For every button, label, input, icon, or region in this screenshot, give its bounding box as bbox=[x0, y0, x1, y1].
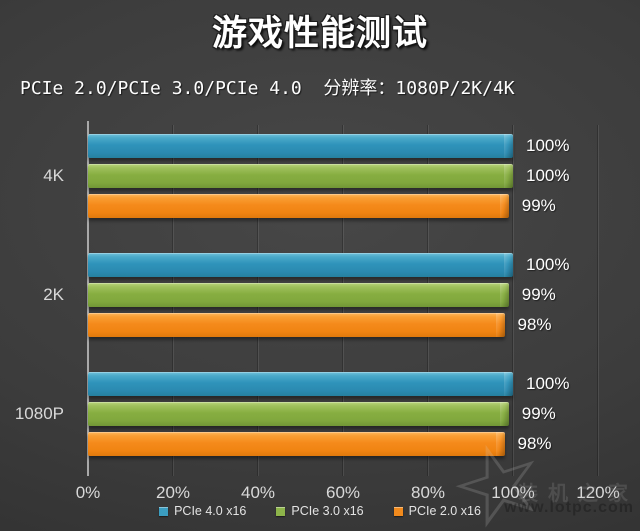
x-tick-80%: 80% bbox=[410, 483, 446, 502]
x-tick-40%: 40% bbox=[240, 483, 276, 502]
bar-pcie-2-0-x16-1080p bbox=[88, 432, 505, 456]
legend-item-pcie-4-0-x16: PCIe 4.0 x16 bbox=[159, 504, 246, 518]
bar-row-pcie-3-0-x16-4k: 100% bbox=[88, 164, 598, 188]
x-tick-20%: 20% bbox=[155, 483, 191, 502]
value-label-pcie-4-0-x16-4k: 100% bbox=[526, 136, 570, 155]
category-label-1080p: 1080P bbox=[14, 404, 64, 423]
legend-label-pcie-4-0-x16: PCIe 4.0 x16 bbox=[174, 504, 247, 518]
plot-area: 4K 100% 100% 99% 2K 100% 99% 98% 1080P 100% 99% 98% bbox=[15, 121, 599, 476]
bar-pcie-2-0-x16-4k bbox=[88, 194, 509, 218]
bar-row-pcie-2-0-x16-2k: 98% bbox=[88, 313, 598, 337]
value-label-pcie-3-0-x16-2k: 99% bbox=[521, 285, 556, 304]
legend-swatch-icon-pcie-4-0-x16 bbox=[159, 506, 169, 516]
bar-group-2k: 2K 100% 99% 98% bbox=[43, 253, 598, 337]
bar-row-pcie-2-0-x16-1080p: 98% bbox=[88, 432, 598, 456]
bar-row-pcie-4-0-x16-1080p: 100% bbox=[88, 372, 598, 396]
value-label-pcie-2-0-x16-4k: 99% bbox=[521, 196, 556, 215]
bar-row-pcie-3-0-x16-1080p: 99% bbox=[88, 402, 598, 426]
x-tick-100%: 100% bbox=[491, 483, 535, 502]
legend-swatch-icon-pcie-3-0-x16 bbox=[276, 506, 286, 516]
gridline-120% bbox=[598, 125, 599, 476]
bar-group-4k: 4K 100% 100% 99% bbox=[43, 134, 598, 218]
bar-pcie-4-0-x16-1080p bbox=[88, 372, 513, 396]
value-label-pcie-2-0-x16-2k: 98% bbox=[517, 315, 552, 334]
value-label-pcie-4-0-x16-1080p: 100% bbox=[526, 374, 570, 393]
bar-pcie-3-0-x16-1080p bbox=[88, 402, 509, 426]
bar-row-pcie-3-0-x16-2k: 99% bbox=[88, 283, 598, 307]
chart-subtitle: PCIe 2.0/PCIe 3.0/PCIe 4.0 分辨率：1080P/2K/… bbox=[20, 78, 515, 99]
legend-label-pcie-3-0-x16: PCIe 3.0 x16 bbox=[291, 504, 364, 518]
bar-row-pcie-2-0-x16-4k: 99% bbox=[88, 194, 598, 218]
bar-pcie-4-0-x16-2k bbox=[88, 253, 513, 277]
x-axis-labels: 0% 20% 40% 60% 80% 100% 120% bbox=[0, 483, 640, 503]
legend-label-pcie-2-0-x16: PCIe 2.0 x16 bbox=[408, 504, 481, 518]
category-label-2k: 2K bbox=[43, 285, 64, 304]
bar-groups: 4K 100% 100% 99% 2K 100% 99% 98% 1080P 100% 99% 98% bbox=[15, 125, 598, 465]
value-label-pcie-3-0-x16-1080p: 99% bbox=[521, 404, 556, 423]
bar-group-1080p: 1080P 100% 99% 98% bbox=[15, 372, 598, 456]
legend-item-pcie-2-0-x16: PCIe 2.0 x16 bbox=[393, 504, 481, 518]
gridline-100% bbox=[513, 125, 514, 476]
x-tick-0%: 0% bbox=[75, 483, 101, 502]
bar-row-pcie-4-0-x16-4k: 100% bbox=[88, 134, 598, 158]
bar-pcie-2-0-x16-2k bbox=[88, 313, 505, 337]
bar-pcie-4-0-x16-4k bbox=[88, 134, 513, 158]
value-label-pcie-3-0-x16-4k: 100% bbox=[526, 166, 570, 185]
legend-swatch-icon-pcie-2-0-x16 bbox=[393, 506, 403, 516]
x-tick-120%: 120% bbox=[576, 483, 620, 502]
bar-row-pcie-4-0-x16-2k: 100% bbox=[88, 253, 598, 277]
legend: PCIe 4.0 x16 PCIe 3.0 x16 PCIe 2.0 x16 bbox=[0, 504, 640, 518]
x-tick-60%: 60% bbox=[325, 483, 361, 502]
bar-pcie-3-0-x16-4k bbox=[88, 164, 513, 188]
value-label-pcie-4-0-x16-2k: 100% bbox=[526, 255, 570, 274]
legend-item-pcie-3-0-x16: PCIe 3.0 x16 bbox=[276, 504, 364, 518]
category-label-4k: 4K bbox=[43, 166, 64, 185]
chart-title: 游戏性能测试 bbox=[211, 14, 428, 53]
value-label-pcie-2-0-x16-1080p: 98% bbox=[517, 434, 552, 453]
bar-pcie-3-0-x16-2k bbox=[88, 283, 509, 307]
